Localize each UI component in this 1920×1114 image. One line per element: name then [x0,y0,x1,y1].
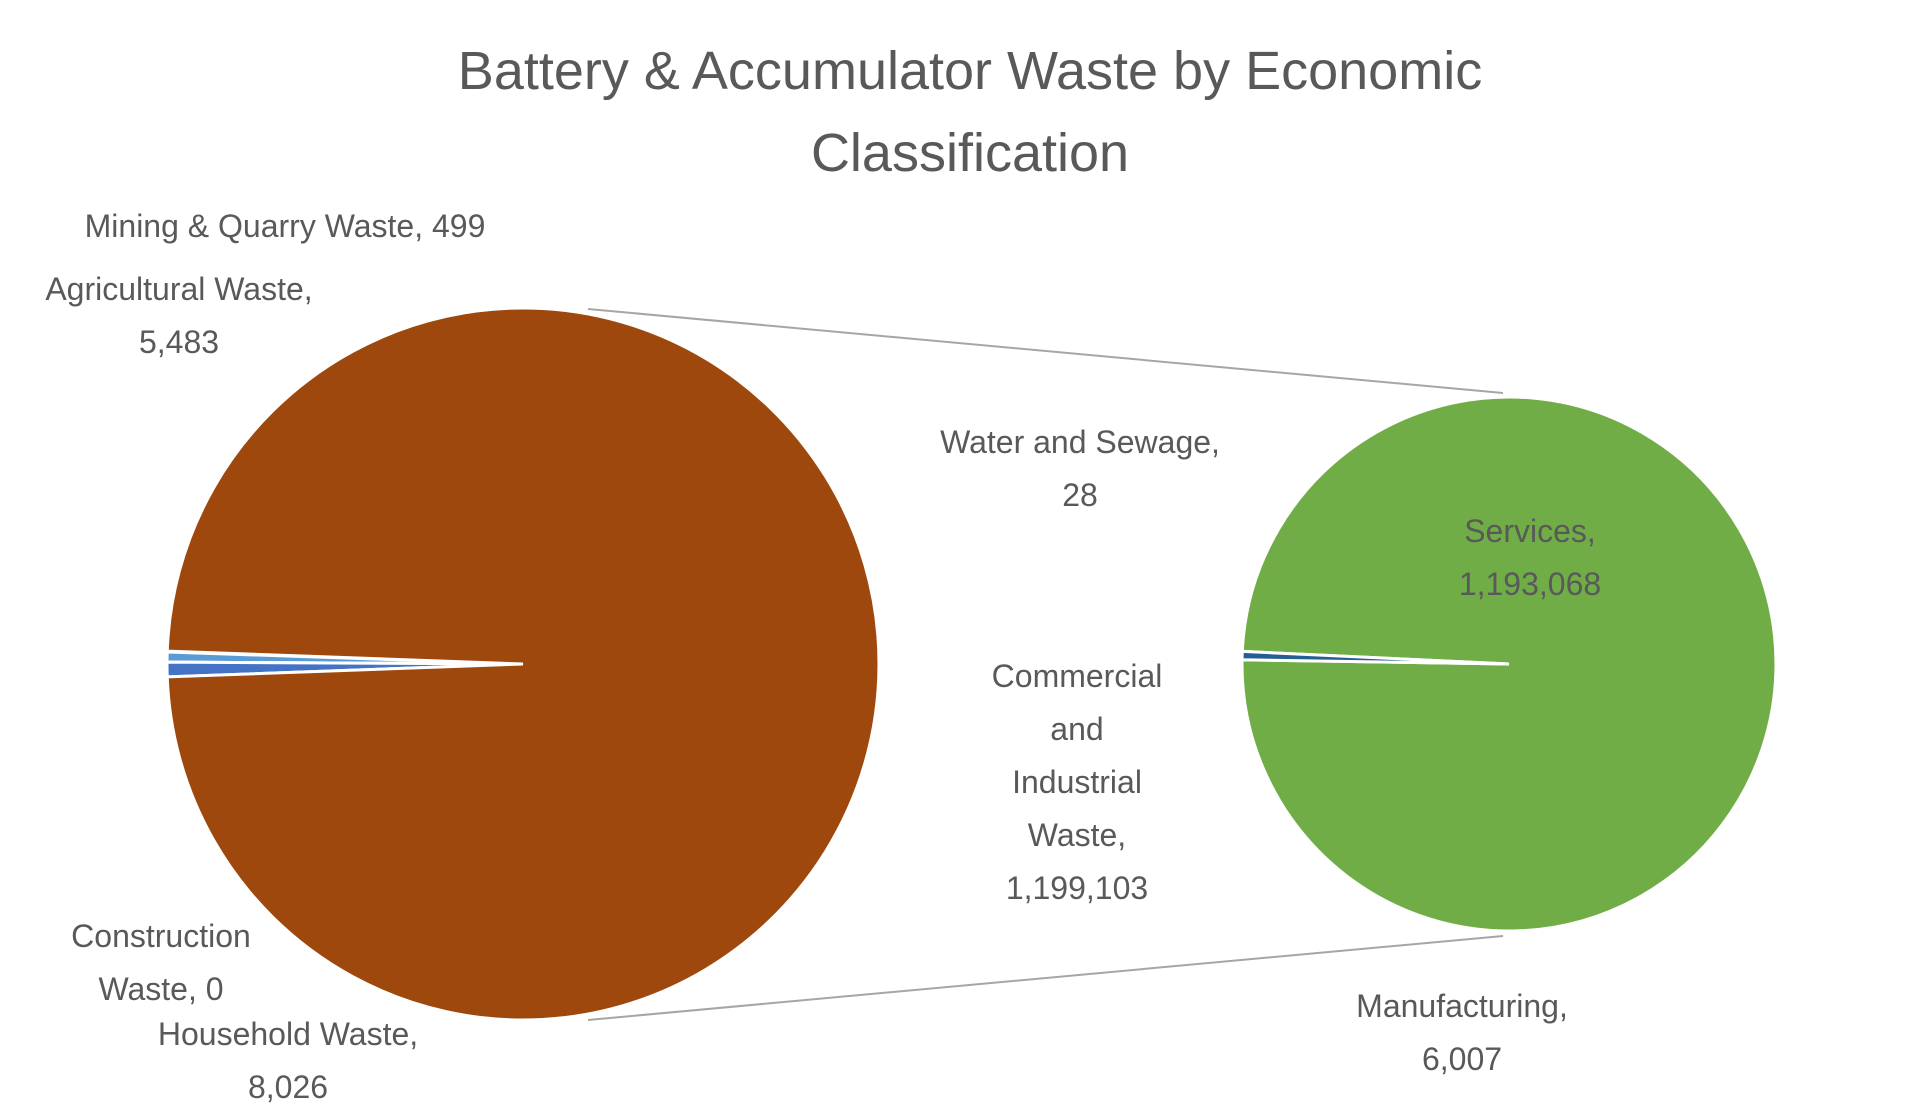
value-label: 1,193,068 [1458,566,1602,602]
value-label: 5,483 [138,324,220,360]
connector-line [587,308,1504,394]
data-label: Mining & Quarry Waste, 499 [84,208,486,244]
value-label: 28 [1062,477,1098,513]
data-label: Construction Waste, 0 [71,918,251,1007]
category-label: Services [1464,513,1587,549]
value-label: 1,199,103 [1005,870,1149,906]
value-label: 6,007 [1421,1041,1503,1077]
value-label: 0 [205,971,224,1007]
data-label: Agricultural Waste, 5,483 [45,271,313,360]
category-label: Mining & Quarry Waste [84,208,415,244]
value-label: 499 [431,208,486,244]
category-label: Construction Waste [71,918,251,1007]
category-label: Agricultural Waste [45,271,304,307]
category-label: Household Waste [157,1016,410,1052]
category-label: Commercial and Industrial Waste [991,658,1163,853]
category-label: Manufacturing [1356,988,1559,1024]
value-label: 8,026 [247,1069,329,1105]
chart-title: Battery & Accumulator Waste by Economic … [457,41,1483,183]
data-label: Household Waste, 8,026 [157,1016,419,1105]
pie-slice [1240,649,1510,666]
data-label: Manufacturing, 6,007 [1356,988,1568,1077]
data-label: Commercial and Industrial Waste, 1,199,1… [991,658,1163,906]
data-label: Water and Sewage, 28 [940,424,1220,513]
data-label: Services, 1,193,068 [1458,513,1602,602]
pie-slice [165,306,881,1022]
category-label: Water and Sewage [940,424,1212,460]
connector-line [587,935,1504,1021]
